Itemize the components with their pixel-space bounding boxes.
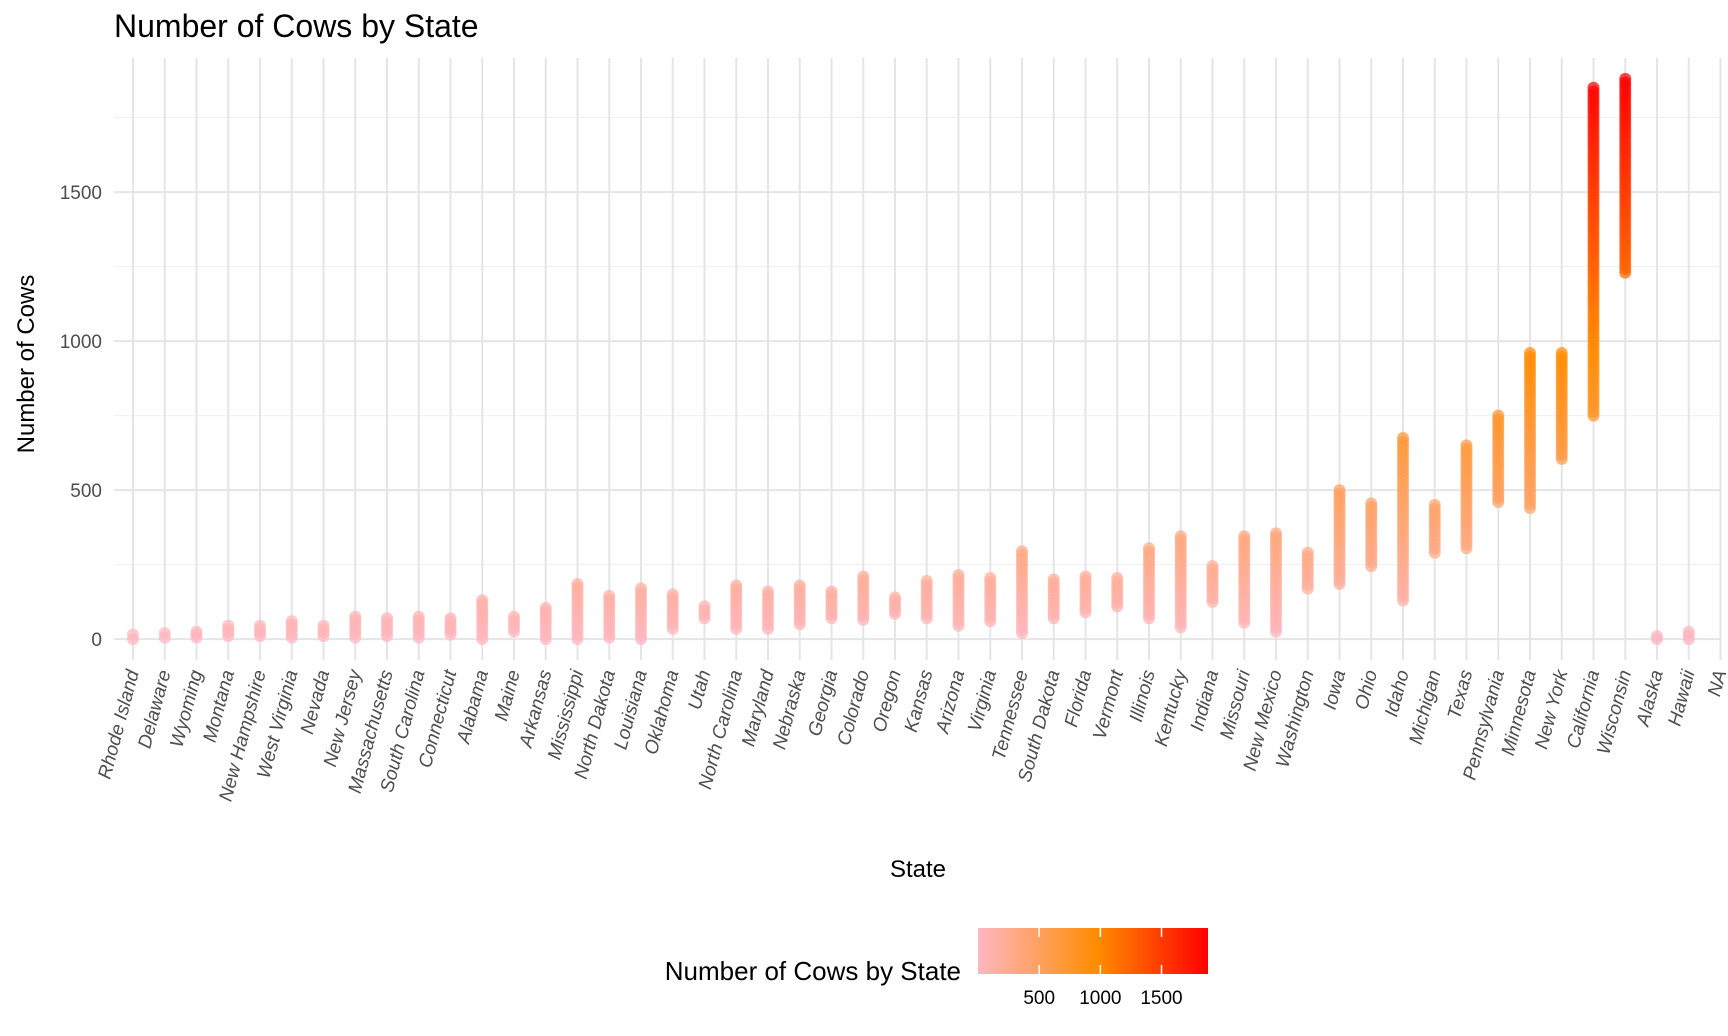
x-tick-label: Utah bbox=[685, 668, 716, 712]
legend-tick-label: 1000 bbox=[1079, 988, 1121, 1009]
data-point bbox=[762, 585, 774, 598]
data-point bbox=[412, 610, 425, 623]
x-tick-label: Oregon bbox=[869, 668, 906, 735]
data-point bbox=[1206, 560, 1219, 573]
x-tick-label: Illinois bbox=[1126, 667, 1160, 724]
x-tick-label: Virginia bbox=[964, 668, 1001, 734]
data-point bbox=[571, 578, 584, 591]
data-point bbox=[1301, 546, 1314, 559]
data-point bbox=[1587, 81, 1600, 94]
data-point bbox=[603, 589, 616, 602]
data-point bbox=[1524, 347, 1536, 360]
data-point bbox=[1651, 630, 1663, 643]
x-tick-label: Arizona bbox=[932, 668, 969, 737]
data-point bbox=[825, 585, 838, 598]
data-point bbox=[1047, 573, 1060, 586]
x-tick-label: Iowa bbox=[1320, 668, 1351, 712]
data-point bbox=[1555, 347, 1568, 360]
x-tick-label: Idaho bbox=[1381, 668, 1414, 719]
x-tick-label: NA bbox=[1704, 668, 1728, 699]
data-point bbox=[1270, 527, 1282, 540]
data-point bbox=[1365, 497, 1378, 510]
data-point bbox=[1682, 625, 1695, 638]
data-point bbox=[889, 591, 901, 604]
data-point bbox=[1619, 72, 1632, 85]
data-point bbox=[1428, 499, 1441, 512]
data-point bbox=[349, 610, 362, 623]
data-point bbox=[1492, 409, 1505, 422]
data-point bbox=[127, 628, 139, 641]
data-point bbox=[730, 579, 743, 592]
data-point bbox=[158, 627, 171, 640]
data-point bbox=[285, 615, 298, 628]
y-tick-label: 0 bbox=[91, 630, 102, 651]
legend-tick-label: 500 bbox=[1023, 988, 1055, 1009]
legend-colorbar bbox=[978, 928, 1208, 974]
y-axis-ticks: 0 500 1000 1500 bbox=[60, 183, 102, 651]
y-tick-label: 1500 bbox=[60, 183, 102, 204]
data-point bbox=[381, 612, 393, 625]
legend-tick-label: 1500 bbox=[1140, 988, 1182, 1009]
data-point bbox=[1079, 570, 1092, 583]
x-tick-label: Georgia bbox=[805, 668, 843, 739]
data-point bbox=[508, 610, 520, 623]
x-tick-label: Maine bbox=[491, 668, 525, 723]
data-point bbox=[539, 601, 552, 614]
x-tick-label: Hawaii bbox=[1665, 667, 1700, 728]
data-point bbox=[920, 575, 933, 588]
data-point bbox=[1143, 542, 1155, 555]
y-tick-label: 1000 bbox=[60, 332, 102, 353]
data-point bbox=[476, 594, 489, 607]
data-point bbox=[698, 600, 711, 613]
y-tick-label: 500 bbox=[70, 481, 102, 502]
x-tick-label: Vermont bbox=[1089, 667, 1128, 742]
x-tick-label: Ohio bbox=[1351, 668, 1382, 712]
x-axis-title: State bbox=[890, 856, 946, 883]
data-point bbox=[222, 619, 235, 632]
x-tick-label: Nevada bbox=[297, 668, 334, 737]
data-point bbox=[1460, 439, 1473, 452]
data-point bbox=[444, 612, 457, 625]
x-tick-label: Florida bbox=[1061, 668, 1096, 730]
data-point bbox=[1174, 530, 1187, 543]
data-point bbox=[984, 572, 997, 585]
y-axis-title: Number of Cows bbox=[13, 275, 40, 454]
grid-lines bbox=[114, 58, 1722, 660]
data-point bbox=[1397, 431, 1409, 444]
chart-title: Number of Cows by State bbox=[114, 8, 479, 44]
legend-ticks: 500 1000 1500 bbox=[1023, 928, 1183, 1009]
data-points bbox=[127, 72, 1695, 646]
data-point bbox=[1111, 572, 1124, 585]
data-point bbox=[317, 619, 330, 632]
data-point bbox=[190, 625, 203, 638]
x-tick-label: Rhode Island bbox=[95, 666, 145, 781]
data-point bbox=[1238, 530, 1251, 543]
x-tick-label: Indiana bbox=[1187, 668, 1223, 734]
data-point bbox=[857, 570, 870, 583]
x-tick-label: Alaska bbox=[1633, 668, 1668, 729]
data-point bbox=[1016, 545, 1028, 558]
data-point bbox=[635, 582, 647, 595]
color-legend: Number of Cows by State 500 1000 1500 bbox=[665, 928, 1208, 1009]
legend-title: Number of Cows by State bbox=[665, 956, 961, 986]
x-tick-label: Texas bbox=[1444, 667, 1477, 721]
data-point bbox=[952, 569, 965, 582]
x-tick-label: Kansas bbox=[901, 667, 938, 734]
data-point bbox=[793, 579, 806, 592]
data-point bbox=[666, 588, 679, 601]
data-point bbox=[1333, 484, 1346, 497]
data-point bbox=[254, 619, 266, 632]
